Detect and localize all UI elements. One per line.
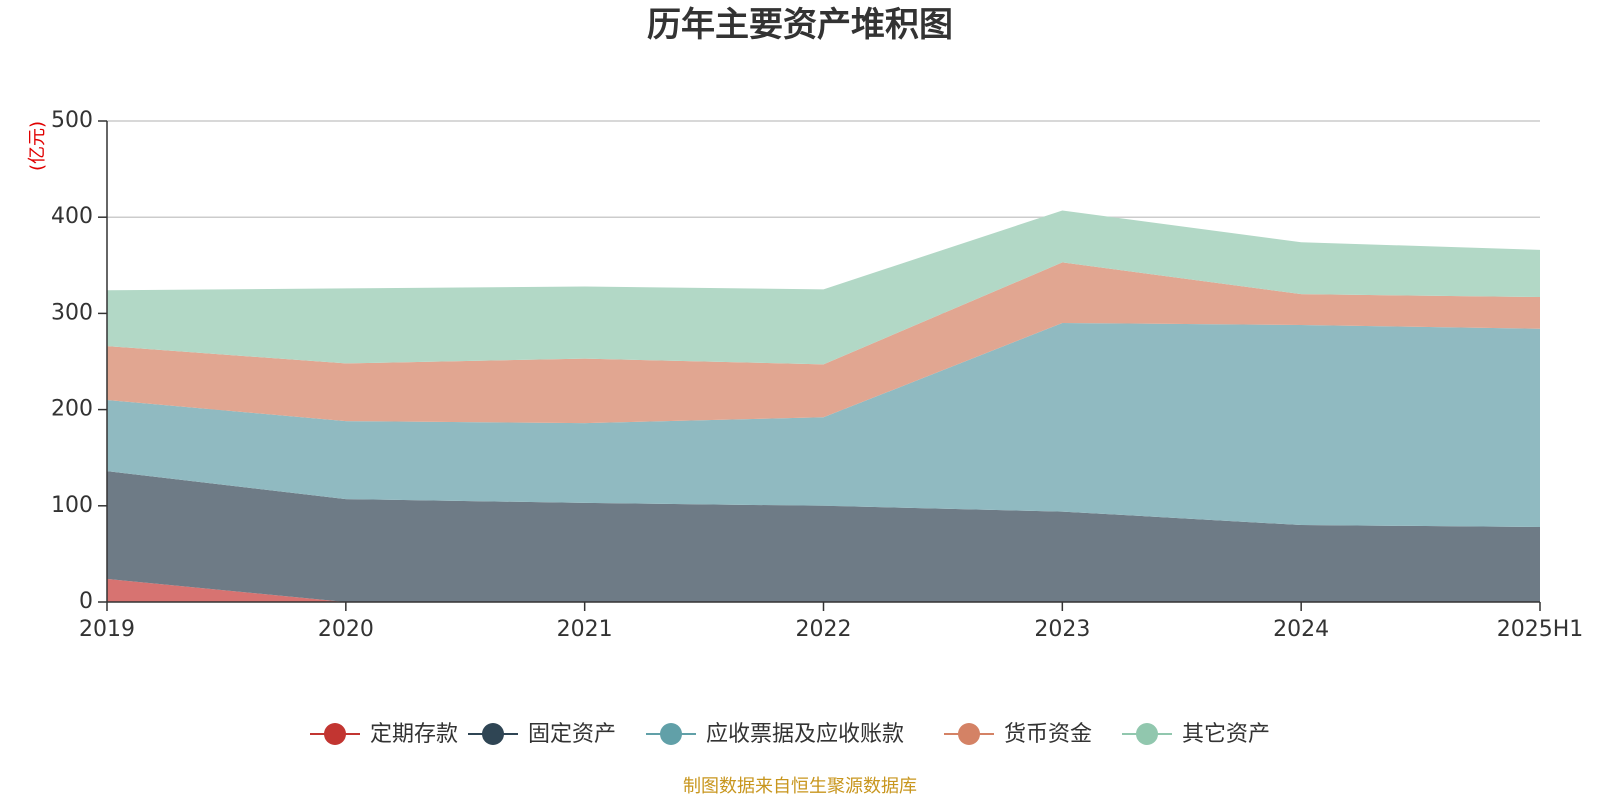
legend-marker-3 [958,723,980,745]
y-axis-unit-label: (亿元) [27,121,48,171]
y-tick-label-0: 0 [79,589,93,614]
legend-label-3: 货币资金 [1004,722,1092,747]
legend-label-0: 定期存款 [370,722,458,747]
legend-item-3[interactable]: 货币资金 [944,722,1092,747]
legend-label-1: 固定资产 [528,722,616,747]
legend-item-1[interactable]: 固定资产 [468,722,616,747]
x-tick-label-2024: 2024 [1273,617,1329,642]
legend-marker-2 [660,723,682,745]
area-series-4 [107,210,1540,365]
area-series-layer [107,210,1540,602]
legend-marker-0 [324,723,346,745]
legend-item-4[interactable]: 其它资产 [1122,722,1270,747]
y-tick-label-400: 400 [51,204,93,229]
axes: 0 100 200 300 400 500 2019 2020 2021 2022 2023 2024… [51,108,1583,642]
chart-title: 历年主要资产堆积图 [647,5,953,45]
x-tick-label-2022: 2022 [796,617,852,642]
legend-label-4: 其它资产 [1182,722,1270,747]
x-tick-label-2025H1: 2025H1 [1497,617,1584,642]
y-tick-label-200: 200 [51,397,93,422]
legend-item-2[interactable]: 应收票据及应收账款 [646,722,904,747]
area-series-2 [107,323,1540,527]
area-series-3 [107,262,1540,424]
legend-item-0[interactable]: 定期存款 [310,722,458,747]
y-tick-label-100: 100 [51,493,93,518]
x-tick-label-2019: 2019 [79,617,135,642]
x-tick-label-2021: 2021 [557,617,613,642]
x-tick-label-2020: 2020 [318,617,374,642]
area-series-0 [107,578,1540,602]
data-source-note: 制图数据来自恒生聚源数据库 [683,776,917,797]
y-tick-label-300: 300 [51,300,93,325]
legend-label-2: 应收票据及应收账款 [706,722,904,747]
legend[interactable]: 定期存款 固定资产 应收票据及应收账款 货币资金 其它资产 [310,722,1270,747]
y-tick-label-500: 500 [51,108,93,133]
legend-marker-4 [1136,723,1158,745]
legend-marker-1 [482,723,504,745]
x-tick-label-2023: 2023 [1034,617,1090,642]
area-series-1 [107,471,1540,602]
